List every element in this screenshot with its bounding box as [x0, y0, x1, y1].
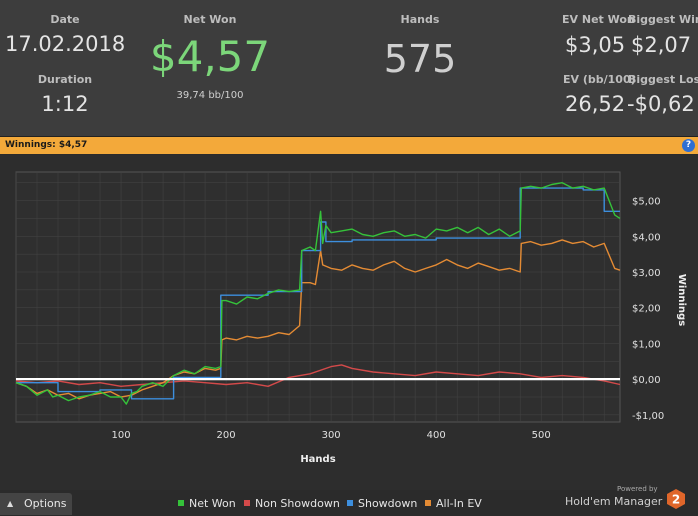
legend-label: Showdown: [358, 497, 418, 510]
x-tick-label: 200: [217, 430, 236, 441]
legend-showdown[interactable]: Showdown: [347, 497, 417, 510]
x-tick-label: 100: [111, 430, 130, 441]
duration-label: Duration: [37, 73, 93, 86]
options-button[interactable]: ▲ Options: [0, 493, 72, 515]
x-tick-label: 300: [322, 430, 341, 441]
series-line-showdown: [16, 187, 620, 400]
date-label: Date: [50, 13, 80, 26]
ev-net-won-label: EV Net Won: [562, 13, 635, 26]
net-won-bb: 39,74 bb/100: [176, 90, 244, 101]
x-tick-label: 400: [427, 430, 446, 441]
legend-net-won[interactable]: Net Won: [178, 497, 236, 510]
legend-swatch: [347, 500, 353, 506]
x-axis-label: Hands: [300, 454, 335, 465]
biggest-win-value: $2,07: [631, 33, 692, 57]
biggest-loss-value: -$0,62: [627, 92, 695, 116]
winnings-banner: Winnings: $4,57 ?: [0, 137, 698, 154]
legend-swatch: [178, 500, 184, 506]
holdem-manager-logo-icon: 2: [667, 489, 685, 509]
brand-badge: 2: [672, 493, 680, 507]
y-tick-label: -$1,00: [632, 411, 664, 422]
net-won-value: $4,57: [149, 32, 271, 81]
triangle-up-icon: ▲: [7, 499, 14, 508]
legend-label: All-In EV: [436, 497, 482, 510]
winnings-title: Winnings: $4,57: [5, 140, 88, 150]
biggest-loss-label: Biggest Loss: [628, 73, 698, 86]
legend-swatch: [425, 500, 431, 506]
legend-label: Net Won: [189, 497, 236, 510]
winnings-chart: 100 200 300 400 500 $5,00 $4,00 $3,00 $2,00 $1,00…: [0, 155, 698, 490]
help-icon[interactable]: ?: [682, 139, 695, 152]
x-tick-label: 500: [532, 430, 551, 441]
legend-swatch: [244, 500, 250, 506]
hands-label: Hands: [400, 13, 440, 26]
y-tick-label: $0,00: [632, 375, 661, 386]
chart-svg: 100 200 300 400 500 $5,00 $4,00 $3,00 $2,00 $1,00…: [15, 171, 687, 465]
brand-name: Hold'em Manager: [565, 495, 663, 508]
y-tick-label: $4,00: [632, 232, 661, 243]
series-line-non-showdown: [15, 364, 621, 388]
date-value: 17.02.2018: [5, 32, 126, 56]
ev-net-won-value: $3,05: [565, 33, 626, 57]
ev-bb-label: EV (bb/100): [563, 73, 636, 86]
series-line-net-won: [15, 182, 621, 405]
net-won-label: Net Won: [183, 13, 237, 26]
legend-label: Non Showdown: [255, 497, 340, 510]
hands-value: 575: [383, 37, 457, 81]
y-tick-label: $3,00: [632, 268, 661, 279]
legend-non-showdown[interactable]: Non Showdown: [244, 497, 340, 510]
plot-area: [15, 171, 621, 423]
footer: ▲ Options Net Won Non Showdown Showdown …: [0, 485, 698, 516]
legend-all-in-ev[interactable]: All-In EV: [425, 497, 482, 510]
y-tick-label: $2,00: [632, 304, 661, 315]
y-axis-label: Winnings: [676, 274, 687, 326]
y-tick-label: $1,00: [632, 339, 661, 350]
series-line-all-in-ev: [15, 239, 621, 400]
biggest-win-label: Biggest Win: [628, 13, 698, 26]
stats-panel: Date 17.02.2018 Duration 1:12 Net Won $4…: [0, 0, 698, 137]
duration-value: 1:12: [41, 92, 89, 116]
options-label: Options: [24, 497, 67, 510]
powered-by: Powered by: [617, 485, 658, 493]
ev-bb-value: 26,52: [565, 92, 626, 116]
y-tick-label: $5,00: [632, 197, 661, 208]
